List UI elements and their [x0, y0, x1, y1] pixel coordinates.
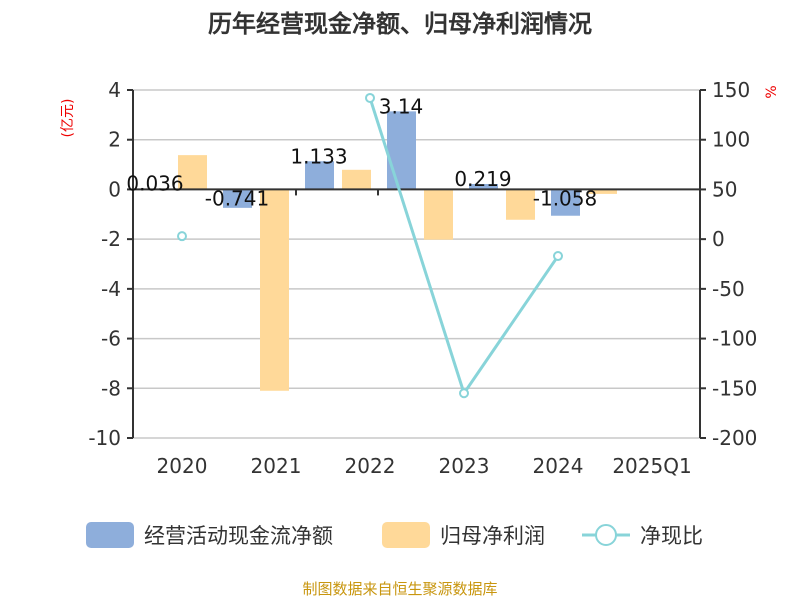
- cashflow-bar: [551, 189, 580, 216]
- right-tick-label: -100: [712, 327, 757, 351]
- bar-data-label: 0.219: [454, 167, 511, 191]
- left-tick-label: -4: [101, 277, 121, 301]
- legend-ratio-marker: [595, 524, 617, 546]
- chart-title: 历年经营现金净额、归母净利润情况: [208, 10, 592, 38]
- profit-bar: [260, 189, 289, 391]
- right-tick-label: -200: [712, 426, 757, 450]
- x-tick-label: 2024: [533, 454, 584, 478]
- x-tick-label: 2025Q1: [612, 454, 691, 478]
- cashflow-bar: [469, 183, 498, 190]
- right-tick-label: 150: [712, 78, 750, 102]
- left-tick-label: -10: [88, 426, 121, 450]
- legend-profit-swatch: [382, 522, 430, 548]
- right-tick-label: 100: [712, 128, 750, 152]
- right-tick-label: 0: [712, 227, 725, 251]
- bar-data-label: 3.14: [379, 94, 424, 118]
- left-tick-label: -8: [101, 376, 121, 400]
- ratio-point: [365, 92, 375, 103]
- x-tick-label: 2020: [157, 454, 208, 478]
- ratio-point: [177, 231, 187, 242]
- profit-bar: [342, 169, 371, 190]
- right-tick-label: 50: [712, 177, 737, 201]
- x-tick-label: 2021: [251, 454, 302, 478]
- profit-bar: [506, 189, 535, 220]
- legend-cashflow-swatch: [86, 522, 134, 548]
- bar-data-label: 1.133: [290, 144, 347, 168]
- ratio-point: [553, 251, 563, 262]
- cashflow-bar: [223, 189, 252, 208]
- profit-bar: [588, 189, 617, 194]
- right-tick-label: -150: [712, 376, 757, 400]
- x-tick-label: 2022: [345, 454, 396, 478]
- left-tick-label: 0: [108, 177, 121, 201]
- legend-profit-label: 归母净利润: [440, 524, 545, 548]
- left-tick-label: 4: [108, 78, 121, 102]
- footer-source: 制图数据来自恒生聚源数据库: [302, 580, 497, 598]
- bar-data-label: -1.058: [533, 186, 597, 210]
- x-tick-label: 2023: [439, 454, 490, 478]
- bar-data-label: 0.036: [126, 172, 183, 196]
- right-tick-label: -50: [712, 277, 745, 301]
- right-axis-unit: %: [764, 85, 780, 98]
- legend-cashflow-label: 经营活动现金流净额: [144, 524, 333, 548]
- left-tick-label: 2: [108, 128, 121, 152]
- profit-bar: [424, 189, 453, 240]
- legend-ratio-label: 净现比: [640, 524, 703, 548]
- cashflow-bar: [305, 161, 334, 190]
- bar-data-label: -0.741: [205, 186, 269, 210]
- cashflow-bar: [387, 111, 416, 190]
- left-tick-label: -2: [101, 227, 121, 251]
- profit-bar: [178, 155, 207, 190]
- ratio-point: [459, 388, 469, 399]
- left-tick-label: -6: [101, 327, 121, 351]
- left-axis-unit: (亿元): [60, 99, 76, 138]
